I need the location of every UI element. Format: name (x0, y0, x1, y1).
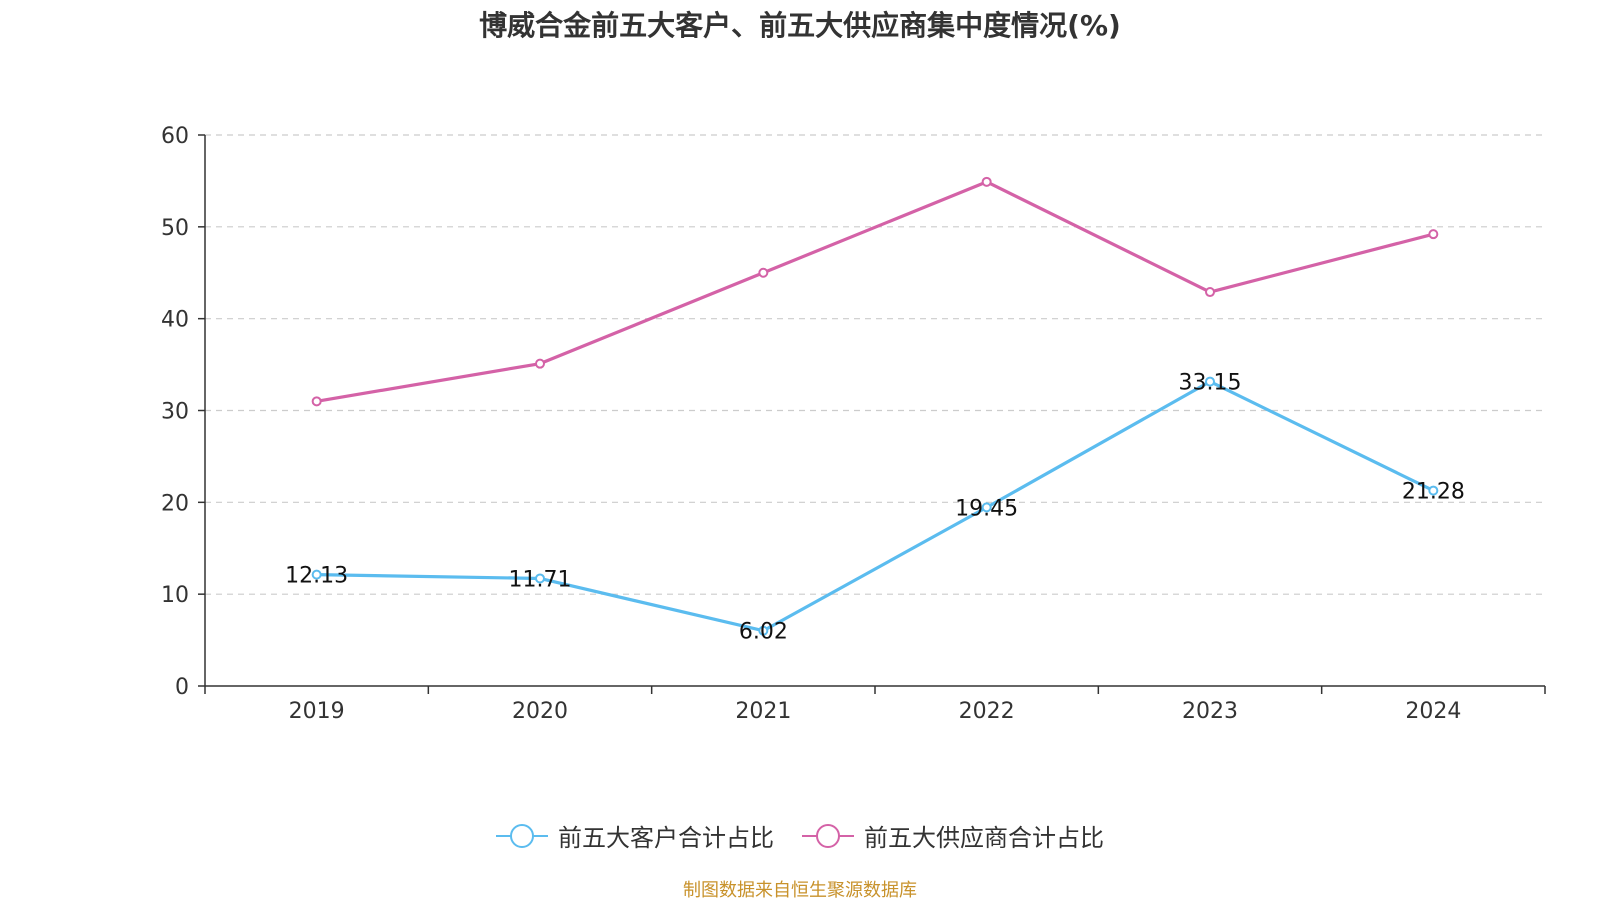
data-label-0-2020: 11.71 (509, 567, 572, 592)
series-line-0 (316, 379, 1435, 633)
point-1-2023 (1205, 287, 1215, 298)
series-layer (311, 176, 1439, 636)
axes: 0 10 20 30 40 50 60 2019 2020 2021 2022 2023 2024 (161, 124, 1546, 724)
legend-item-suppliers[interactable]: 前五大供应商合计占比 (802, 818, 1104, 853)
data-label-0-2024: 21.28 (1402, 480, 1465, 505)
y-tick-label-40: 40 (161, 308, 189, 333)
line-chart: 0 10 20 30 40 50 60 2019 2020 2021 2022 2023 2024 12… (161, 124, 1546, 724)
data-label-0-2021: 6.02 (739, 620, 788, 645)
point-1-2022 (981, 176, 992, 187)
legend-marker-customers-icon (496, 823, 548, 848)
point-1-2021 (758, 267, 769, 278)
grid-lines (205, 134, 1545, 595)
y-tick-label-10: 10 (161, 583, 189, 608)
data-label-0-2023: 33.15 (1179, 371, 1242, 396)
chart-title: 博威合金前五大客户、前五大供应商集中度情况(%) (479, 9, 1121, 42)
point-1-2024 (1428, 229, 1439, 240)
point-0-2020 (535, 573, 545, 584)
x-tick-label-2020: 2020 (512, 699, 568, 724)
legend-marker-suppliers-icon (802, 823, 854, 848)
point-0-2019 (311, 569, 322, 580)
x-tick-label-2021: 2021 (735, 699, 791, 724)
data-labels: 12.13 11.71 6.02 19.45 33.15 21.28 (285, 371, 1465, 645)
point-0-2021 (758, 625, 769, 636)
x-tick-label-2024: 2024 (1405, 699, 1461, 724)
legend: 前五大客户合计占比 前五大供应商合计占比 (0, 818, 1600, 853)
data-label-0-2022: 19.45 (955, 496, 1018, 521)
point-1-2020 (535, 358, 545, 369)
legend-item-customers[interactable]: 前五大客户合计占比 (496, 818, 774, 853)
x-tick-label-2023: 2023 (1182, 699, 1238, 724)
x-tick-label-2019: 2019 (289, 699, 345, 724)
point-0-2023 (1205, 376, 1215, 387)
y-tick-label-50: 50 (161, 216, 189, 241)
legend-label-suppliers: 前五大供应商合计占比 (864, 824, 1104, 852)
point-0-2024 (1428, 485, 1439, 496)
y-tick-label-60: 60 (161, 124, 189, 149)
point-0-2022 (981, 502, 992, 513)
data-label-0-2019: 12.13 (285, 564, 348, 589)
y-tick-label-30: 30 (161, 400, 189, 425)
point-1-2019 (311, 396, 322, 407)
source-note: 制图数据来自恒生聚源数据库 (683, 880, 917, 901)
y-tick-label-0: 0 (175, 675, 189, 700)
y-tick-label-20: 20 (161, 491, 189, 516)
x-tick-label-2022: 2022 (959, 699, 1015, 724)
legend-label-customers: 前五大客户合计占比 (558, 824, 774, 852)
series-line-1 (316, 180, 1434, 403)
